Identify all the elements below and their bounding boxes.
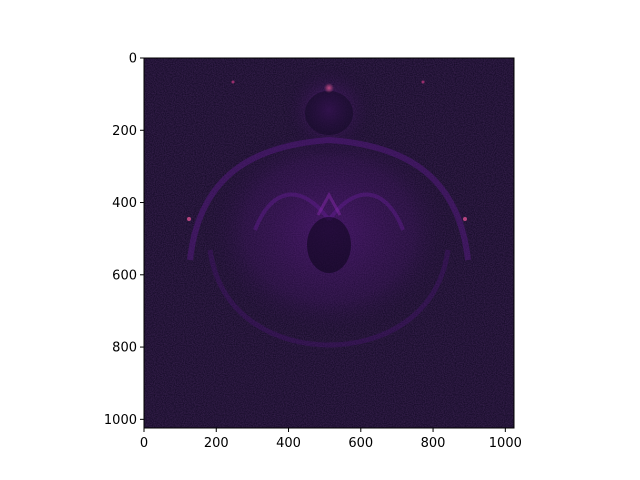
fractal-center-stem (316, 191, 342, 216)
fractal-left-spot (187, 217, 191, 221)
fractal-left-head-spot (231, 80, 235, 84)
fractal-inner-right (327, 192, 405, 231)
x-axis: 0 200 400 600 800 1000 (140, 428, 522, 451)
fractal-outer-arc (187, 136, 471, 261)
fractal-hot-spot (324, 83, 334, 93)
y-tick-label: 800 (112, 341, 137, 356)
y-axis: 0 200 400 600 800 1000 (104, 52, 144, 428)
x-tick-label: 800 (421, 436, 446, 451)
x-tick-label: 400 (276, 436, 301, 451)
y-tick-label: 1000 (104, 413, 137, 428)
x-tick-label: 600 (348, 436, 373, 451)
fractal-right-head-spot (421, 80, 425, 84)
y-tick-label: 600 (112, 268, 137, 283)
fractal-inner-left (253, 192, 331, 231)
x-tick-label: 1000 (489, 436, 522, 451)
y-tick-label: 0 (129, 52, 137, 67)
fractal-head-core (305, 91, 353, 135)
x-tick-label: 0 (140, 436, 148, 451)
fractal-lower-arc (207, 249, 451, 348)
heatmap-image (144, 58, 514, 428)
y-tick-label: 400 (112, 196, 137, 211)
fractal-right-spot (463, 217, 467, 221)
plot-frame (143, 57, 515, 429)
y-tick-label: 200 (112, 124, 137, 139)
fractal-dark-core (307, 217, 351, 273)
x-tick-label: 200 (204, 436, 229, 451)
